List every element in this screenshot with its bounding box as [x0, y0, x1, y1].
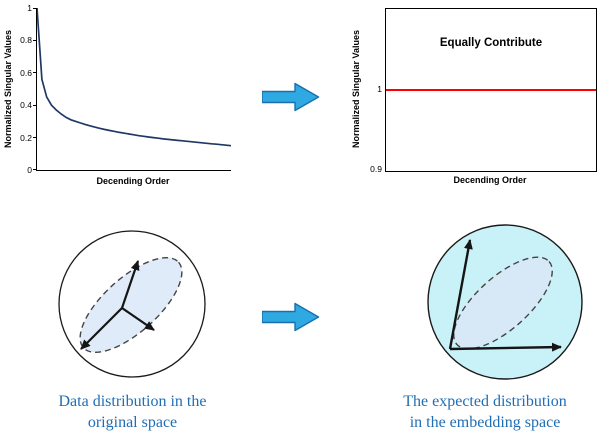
- principal-vector-long: [80, 307, 123, 350]
- right-caption-line2: in the embedding space: [409, 414, 561, 431]
- transform-right-arrow-icon: [262, 82, 320, 112]
- left-chart-plot-area: [33, 7, 232, 171]
- data-distribution-ellipse: [453, 256, 553, 350]
- y-tick-label: 0.2: [20, 133, 32, 143]
- principal-vector-medium: [120, 260, 140, 309]
- left-caption: Data distribution in the original space: [15, 391, 250, 433]
- y-tick-mark: [33, 7, 37, 9]
- left-caption-line1: Data distribution in the: [58, 393, 207, 410]
- decay-curve-line: [36, 7, 232, 147]
- right-chart-plot-area: Equally Contribute: [385, 8, 597, 172]
- y-tick-label: 0.4: [20, 100, 32, 110]
- y-tick-label: 0: [27, 165, 32, 175]
- y-tick-label: 1: [27, 3, 32, 13]
- left-chart-x-axis-title: Decending Order: [96, 176, 170, 186]
- y-tick-mark: [33, 39, 37, 41]
- transform-right-arrow-icon: [262, 302, 320, 332]
- equalized-vector-right: [449, 342, 562, 352]
- right-caption-line1: The expected distribution: [403, 393, 567, 410]
- right-caption: The expected distribution in the embeddi…: [370, 391, 600, 433]
- y-tick-label: 0.9: [370, 164, 382, 174]
- principal-vector-short: [121, 307, 155, 331]
- left-caption-line2: original space: [87, 414, 178, 431]
- right-chart-y-axis-title: Normalized Singular Values: [351, 29, 362, 149]
- y-tick-mark: [33, 137, 37, 139]
- original-space-diagram: [58, 230, 206, 378]
- y-tick-mark: [33, 169, 37, 170]
- equal-singular-values-line: [386, 88, 596, 92]
- y-tick-label: 1: [377, 84, 382, 94]
- embedding-space-diagram: [427, 224, 583, 380]
- y-tick-label: 0.6: [20, 68, 32, 78]
- equalized-vector-up: [448, 239, 473, 350]
- equally-contribute-annotation: Equally Contribute: [439, 37, 543, 49]
- y-tick-mark: [33, 72, 37, 74]
- singular-value-decay-plot: [36, 7, 232, 147]
- right-chart-x-axis-title: Decending Order: [453, 175, 527, 185]
- y-tick-label: 0.8: [20, 35, 32, 45]
- left-chart-y-axis-title: Normalized Singular Values: [3, 29, 14, 149]
- y-tick-mark: [33, 104, 37, 106]
